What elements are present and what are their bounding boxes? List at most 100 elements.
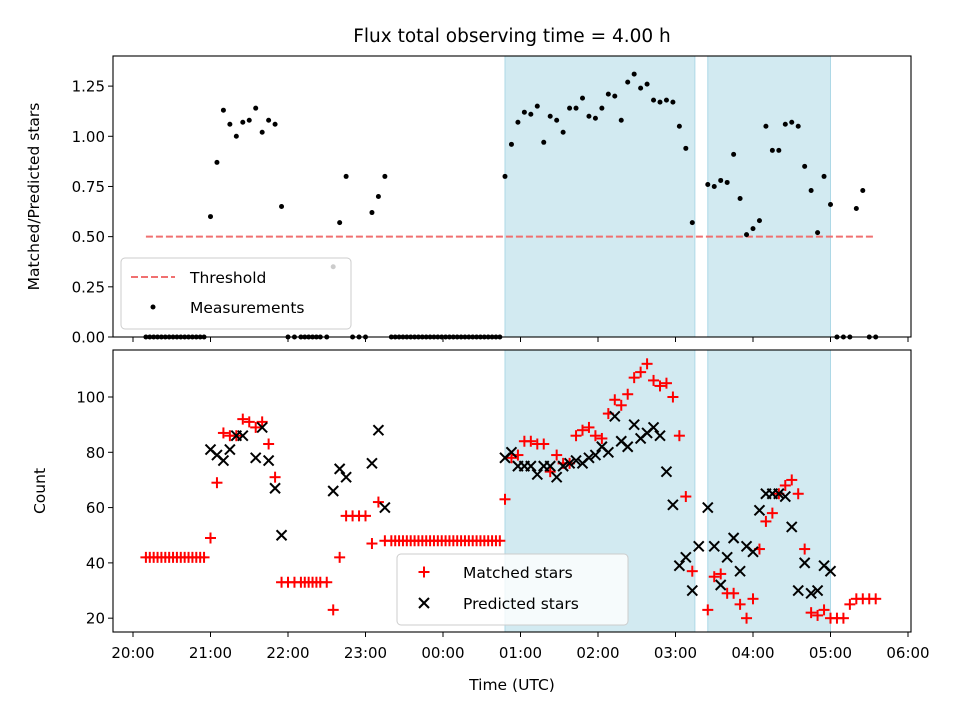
bottom-y-tick-label: 80 (86, 444, 105, 462)
legend-predicted-label: Predicted stars (463, 595, 579, 613)
measurement-point (567, 105, 573, 111)
measurement-point (573, 105, 579, 111)
measurement-point (631, 71, 637, 77)
predicted-star-point (727, 532, 740, 544)
measurement-point (744, 232, 750, 238)
matched-star-point (327, 604, 339, 616)
measurement-point (750, 226, 756, 232)
measurement-point (828, 202, 833, 208)
predicted-star-point (563, 457, 576, 470)
top-legend-box (120, 257, 352, 330)
matched-star-point (702, 604, 714, 616)
predicted-star-point (773, 488, 785, 500)
measurement-point (592, 115, 598, 121)
predicted-star-point (693, 540, 705, 553)
measurement-point (586, 113, 592, 119)
predicted-star-point (824, 565, 837, 577)
top-axes-frame (112, 55, 912, 338)
measurement-point (625, 79, 631, 85)
matched-star-point (641, 358, 653, 370)
measurement-point (776, 147, 782, 153)
measurement-point (605, 91, 611, 97)
measurement-point (502, 173, 508, 179)
measurement-point (227, 121, 233, 127)
predicted-star-point (333, 463, 346, 475)
top-y-tick-label: 1.00 (72, 128, 105, 146)
measurement-point (689, 220, 695, 226)
predicted-star-point (550, 471, 563, 483)
matched-star-point (728, 587, 740, 599)
measurement-point (815, 230, 821, 236)
x-tick-label: 00:00 (421, 644, 464, 662)
measurement-point (246, 117, 252, 123)
measurement-point (853, 206, 859, 212)
measurement-point (560, 129, 566, 135)
matched-star-point (250, 421, 262, 433)
matched-star-point (211, 477, 223, 489)
matched-star-point (786, 474, 798, 486)
legend-measurements-swatch (150, 304, 156, 310)
matched-star-point (779, 479, 791, 491)
matched-star-point (766, 507, 778, 519)
predicted-star-point (753, 504, 766, 517)
predicted-star-point (708, 540, 720, 553)
shaded-interval-2 (707, 55, 832, 338)
top-shaded-intervals (504, 55, 832, 338)
measurement-point (789, 119, 795, 125)
x-tick-label: 02:00 (576, 644, 619, 662)
predicted-star-point (654, 429, 666, 442)
predicted-star-point (622, 441, 634, 453)
matched-star-point (628, 372, 640, 384)
matched-star-point (205, 532, 216, 544)
measurement-point (763, 123, 769, 129)
measurement-point (508, 141, 514, 147)
predicted-star-point (628, 418, 640, 431)
measurement-point (375, 194, 381, 199)
predicted-star-point (702, 501, 714, 514)
top-y-tick-label: 0.00 (72, 329, 105, 347)
top-y-tick-label: 0.25 (72, 278, 105, 296)
predicted-star-point (747, 546, 759, 558)
matched-star-point (760, 515, 772, 527)
x-tick-label: 22:00 (266, 644, 309, 662)
top-y-tick-label: 0.75 (72, 178, 105, 196)
matched-star-point (499, 493, 511, 505)
matched-star-point (715, 568, 727, 580)
measurement-point (795, 123, 801, 129)
bottom-y-axis-label: Count (31, 468, 49, 514)
measurement-point (382, 173, 388, 179)
x-tick-label: 01:00 (499, 644, 542, 662)
measurement-point (521, 109, 527, 115)
measurement-point (683, 145, 689, 151)
matched-star-point (525, 435, 537, 447)
x-tick-label: 04:00 (731, 644, 774, 662)
bottom-legend: Matched stars Predicted stars (396, 553, 629, 626)
bottom-legend-box (396, 553, 629, 626)
predicted-star-point (715, 579, 727, 591)
matched-star-point (648, 374, 660, 386)
matched-star-point (372, 496, 384, 508)
bottom-y-tick-label: 60 (86, 499, 105, 517)
bottom-y-tick-label: 20 (86, 610, 105, 628)
predicted-star-point (366, 457, 378, 470)
matched-star-point (256, 416, 268, 428)
measurement-point (599, 105, 605, 111)
matched-star-point (708, 571, 720, 583)
matched-star-point (544, 466, 556, 478)
matched-star-point (660, 377, 672, 389)
measurement-point (657, 99, 663, 105)
matched-star-point (577, 424, 588, 436)
predicted-star-point (237, 429, 249, 442)
matched-star-point (844, 598, 856, 610)
measurement-point (618, 117, 624, 123)
predicted-star-point (327, 485, 339, 497)
predicted-star-point (269, 482, 281, 494)
measurement-point (547, 113, 553, 119)
matched-star-point (805, 607, 817, 619)
predicted-star-point (734, 565, 746, 577)
predicted-star-point (275, 529, 288, 541)
matched-star-point (615, 399, 627, 411)
predicted-star-point (779, 490, 791, 503)
matched-star-point (741, 612, 753, 624)
